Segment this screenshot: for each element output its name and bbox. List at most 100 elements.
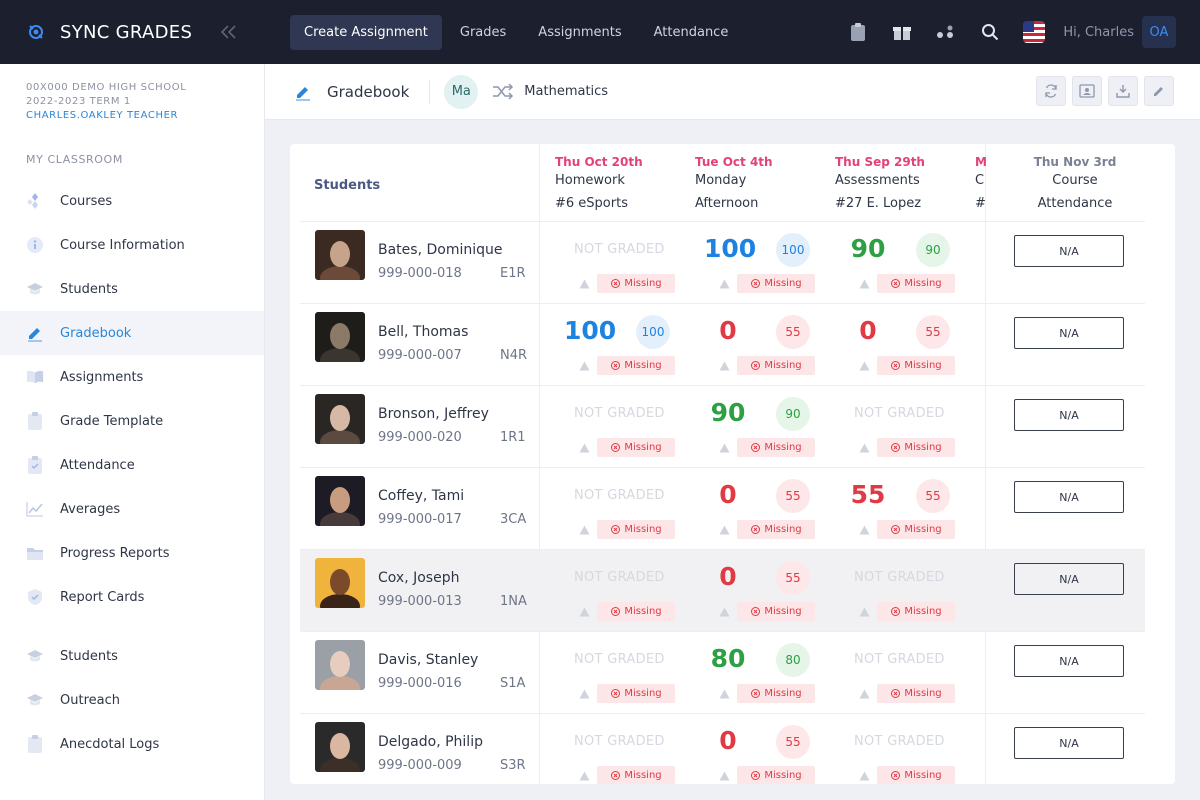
missing-toggle[interactable]: Missing: [737, 520, 815, 539]
grade-score[interactable]: 100: [704, 234, 757, 263]
gift-icon[interactable]: [891, 21, 913, 43]
table-row[interactable]: Bell, Thomas 999-000-007 N4R 100 100 Missing 0…: [300, 304, 1145, 386]
table-row[interactable]: Davis, Stanley 999-000-016 S1A NOT GRADED Mi…: [300, 632, 1145, 714]
grade-cell[interactable]: 0 55 Missing: [690, 714, 830, 784]
table-row[interactable]: Cox, Joseph 999-000-013 1NA NOT GRADED Missi…: [300, 550, 1145, 632]
student-name[interactable]: Bates, Dominique: [378, 242, 503, 258]
missing-toggle[interactable]: Missing: [877, 602, 955, 621]
grade-bubble[interactable]: 55: [776, 315, 810, 349]
create-assignment-button[interactable]: Create Assignment: [290, 14, 442, 50]
grade-cell[interactable]: 0 55 Missing: [690, 550, 830, 632]
teacher-name[interactable]: CHARLES.OAKLEY TEACHER: [26, 110, 179, 121]
switch-course-icon[interactable]: [492, 81, 514, 103]
grade-cell[interactable]: 90 90 Missing: [690, 386, 830, 468]
topnav-assignments[interactable]: Assignments: [538, 24, 622, 40]
grade-cell[interactable]: 90 90 Missing: [830, 222, 970, 304]
roster-button[interactable]: [1072, 76, 1102, 106]
missing-toggle[interactable]: Missing: [737, 356, 815, 375]
grade-bubble[interactable]: 100: [636, 315, 670, 349]
grade-cell[interactable]: NOT GRADED Missing: [550, 632, 690, 714]
table-row[interactable]: Delgado, Philip 999-000-009 S3R NOT GRADED M…: [300, 714, 1145, 784]
missing-toggle[interactable]: Missing: [877, 274, 955, 293]
assignment-column-header[interactable]: Thu Sep 29th Assessments #27 E. Lopez: [835, 155, 975, 215]
student-photo[interactable]: [315, 476, 365, 526]
missing-toggle[interactable]: Missing: [737, 766, 815, 784]
grade-score[interactable]: 0: [859, 316, 877, 345]
assignment-column-header[interactable]: Tue Oct 4th Monday Afternoon: [695, 155, 835, 215]
missing-toggle[interactable]: Missing: [597, 520, 675, 539]
assignment-column-header[interactable]: Thu Oct 20th Homework #6 eSports: [555, 155, 695, 215]
student-name[interactable]: Davis, Stanley: [378, 652, 479, 668]
us-flag-icon[interactable]: [1023, 21, 1046, 43]
sidebar-item-attendance[interactable]: Attendance: [0, 443, 264, 487]
not-graded-label[interactable]: NOT GRADED: [854, 734, 945, 749]
missing-toggle[interactable]: Missing: [597, 602, 675, 621]
grade-cell[interactable]: NOT GRADED Missing: [550, 714, 690, 784]
user-avatar[interactable]: OA: [1142, 16, 1176, 48]
grade-bubble[interactable]: 90: [916, 233, 950, 267]
grade-cell[interactable]: NOT GRADED Missing: [550, 386, 690, 468]
student-name[interactable]: Cox, Joseph: [378, 570, 460, 586]
attendance-na-button[interactable]: N/A: [1014, 235, 1124, 267]
students-column-header[interactable]: Students: [314, 178, 381, 193]
student-name[interactable]: Bell, Thomas: [378, 324, 469, 340]
not-graded-label[interactable]: NOT GRADED: [854, 570, 945, 585]
attendance-column-header[interactable]: Thu Nov 3rd Course Attendance: [995, 155, 1155, 215]
attendance-na-button[interactable]: N/A: [1014, 317, 1124, 349]
refresh-button[interactable]: [1036, 76, 1066, 106]
student-name[interactable]: Bronson, Jeffrey: [378, 406, 489, 422]
grade-bubble[interactable]: 55: [776, 479, 810, 513]
grade-cell[interactable]: NOT GRADED Missing: [830, 550, 970, 632]
grade-score[interactable]: 100: [564, 316, 617, 345]
missing-toggle[interactable]: Missing: [877, 520, 955, 539]
apps-dots-icon[interactable]: [935, 21, 957, 43]
not-graded-label[interactable]: NOT GRADED: [574, 652, 665, 667]
student-photo[interactable]: [315, 558, 365, 608]
grade-bubble[interactable]: 55: [916, 479, 950, 513]
missing-toggle[interactable]: Missing: [877, 684, 955, 703]
clipboard-icon[interactable]: [847, 21, 869, 43]
assignment-column-header-clipped[interactable]: M C #: [975, 155, 989, 215]
attendance-na-button[interactable]: N/A: [1014, 481, 1124, 513]
attendance-na-button[interactable]: N/A: [1014, 399, 1124, 431]
missing-toggle[interactable]: Missing: [737, 602, 815, 621]
grade-score[interactable]: 0: [719, 316, 737, 345]
grade-cell[interactable]: 80 80 Missing: [690, 632, 830, 714]
sidebar-item-outreach[interactable]: Outreach: [0, 678, 264, 722]
grade-bubble[interactable]: 80: [776, 643, 810, 677]
sidebar-item-averages[interactable]: Averages: [0, 487, 264, 531]
missing-toggle[interactable]: Missing: [597, 766, 675, 784]
grade-cell[interactable]: NOT GRADED Missing: [550, 550, 690, 632]
sidebar-item-course-information[interactable]: Course Information: [0, 223, 264, 267]
edit-button[interactable]: [1144, 76, 1174, 106]
grade-bubble[interactable]: 100: [776, 233, 810, 267]
search-icon[interactable]: [979, 21, 1001, 43]
missing-toggle[interactable]: Missing: [597, 438, 675, 457]
sidebar-item-progress-reports[interactable]: Progress Reports: [0, 531, 264, 575]
missing-toggle[interactable]: Missing: [877, 356, 955, 375]
grade-cell[interactable]: 0 55 Missing: [830, 304, 970, 386]
grade-score[interactable]: 0: [719, 726, 737, 755]
grade-score[interactable]: 0: [719, 562, 737, 591]
student-photo[interactable]: [315, 722, 365, 772]
grade-bubble[interactable]: 55: [776, 561, 810, 595]
table-row[interactable]: Coffey, Tami 999-000-017 3CA NOT GRADED Miss…: [300, 468, 1145, 550]
missing-toggle[interactable]: Missing: [877, 766, 955, 784]
missing-toggle[interactable]: Missing: [737, 684, 815, 703]
not-graded-label[interactable]: NOT GRADED: [574, 570, 665, 585]
sidebar-item-students-secondary[interactable]: Students: [0, 634, 264, 678]
topnav-grades[interactable]: Grades: [459, 24, 507, 40]
sidebar-item-gradebook[interactable]: Gradebook: [0, 311, 264, 355]
table-row[interactable]: Bates, Dominique 999-000-018 E1R NOT GRADED…: [300, 222, 1145, 304]
download-button[interactable]: [1108, 76, 1138, 106]
sidebar-item-courses[interactable]: Courses: [0, 179, 264, 223]
grade-score[interactable]: 80: [710, 644, 746, 673]
grade-cell[interactable]: NOT GRADED Missing: [830, 714, 970, 784]
sidebar-item-assignments[interactable]: Assignments: [0, 355, 264, 399]
student-photo[interactable]: [315, 312, 365, 362]
missing-toggle[interactable]: Missing: [597, 356, 675, 375]
missing-toggle[interactable]: Missing: [737, 438, 815, 457]
attendance-na-button[interactable]: N/A: [1014, 563, 1124, 595]
grade-score[interactable]: 0: [719, 480, 737, 509]
missing-toggle[interactable]: Missing: [597, 684, 675, 703]
